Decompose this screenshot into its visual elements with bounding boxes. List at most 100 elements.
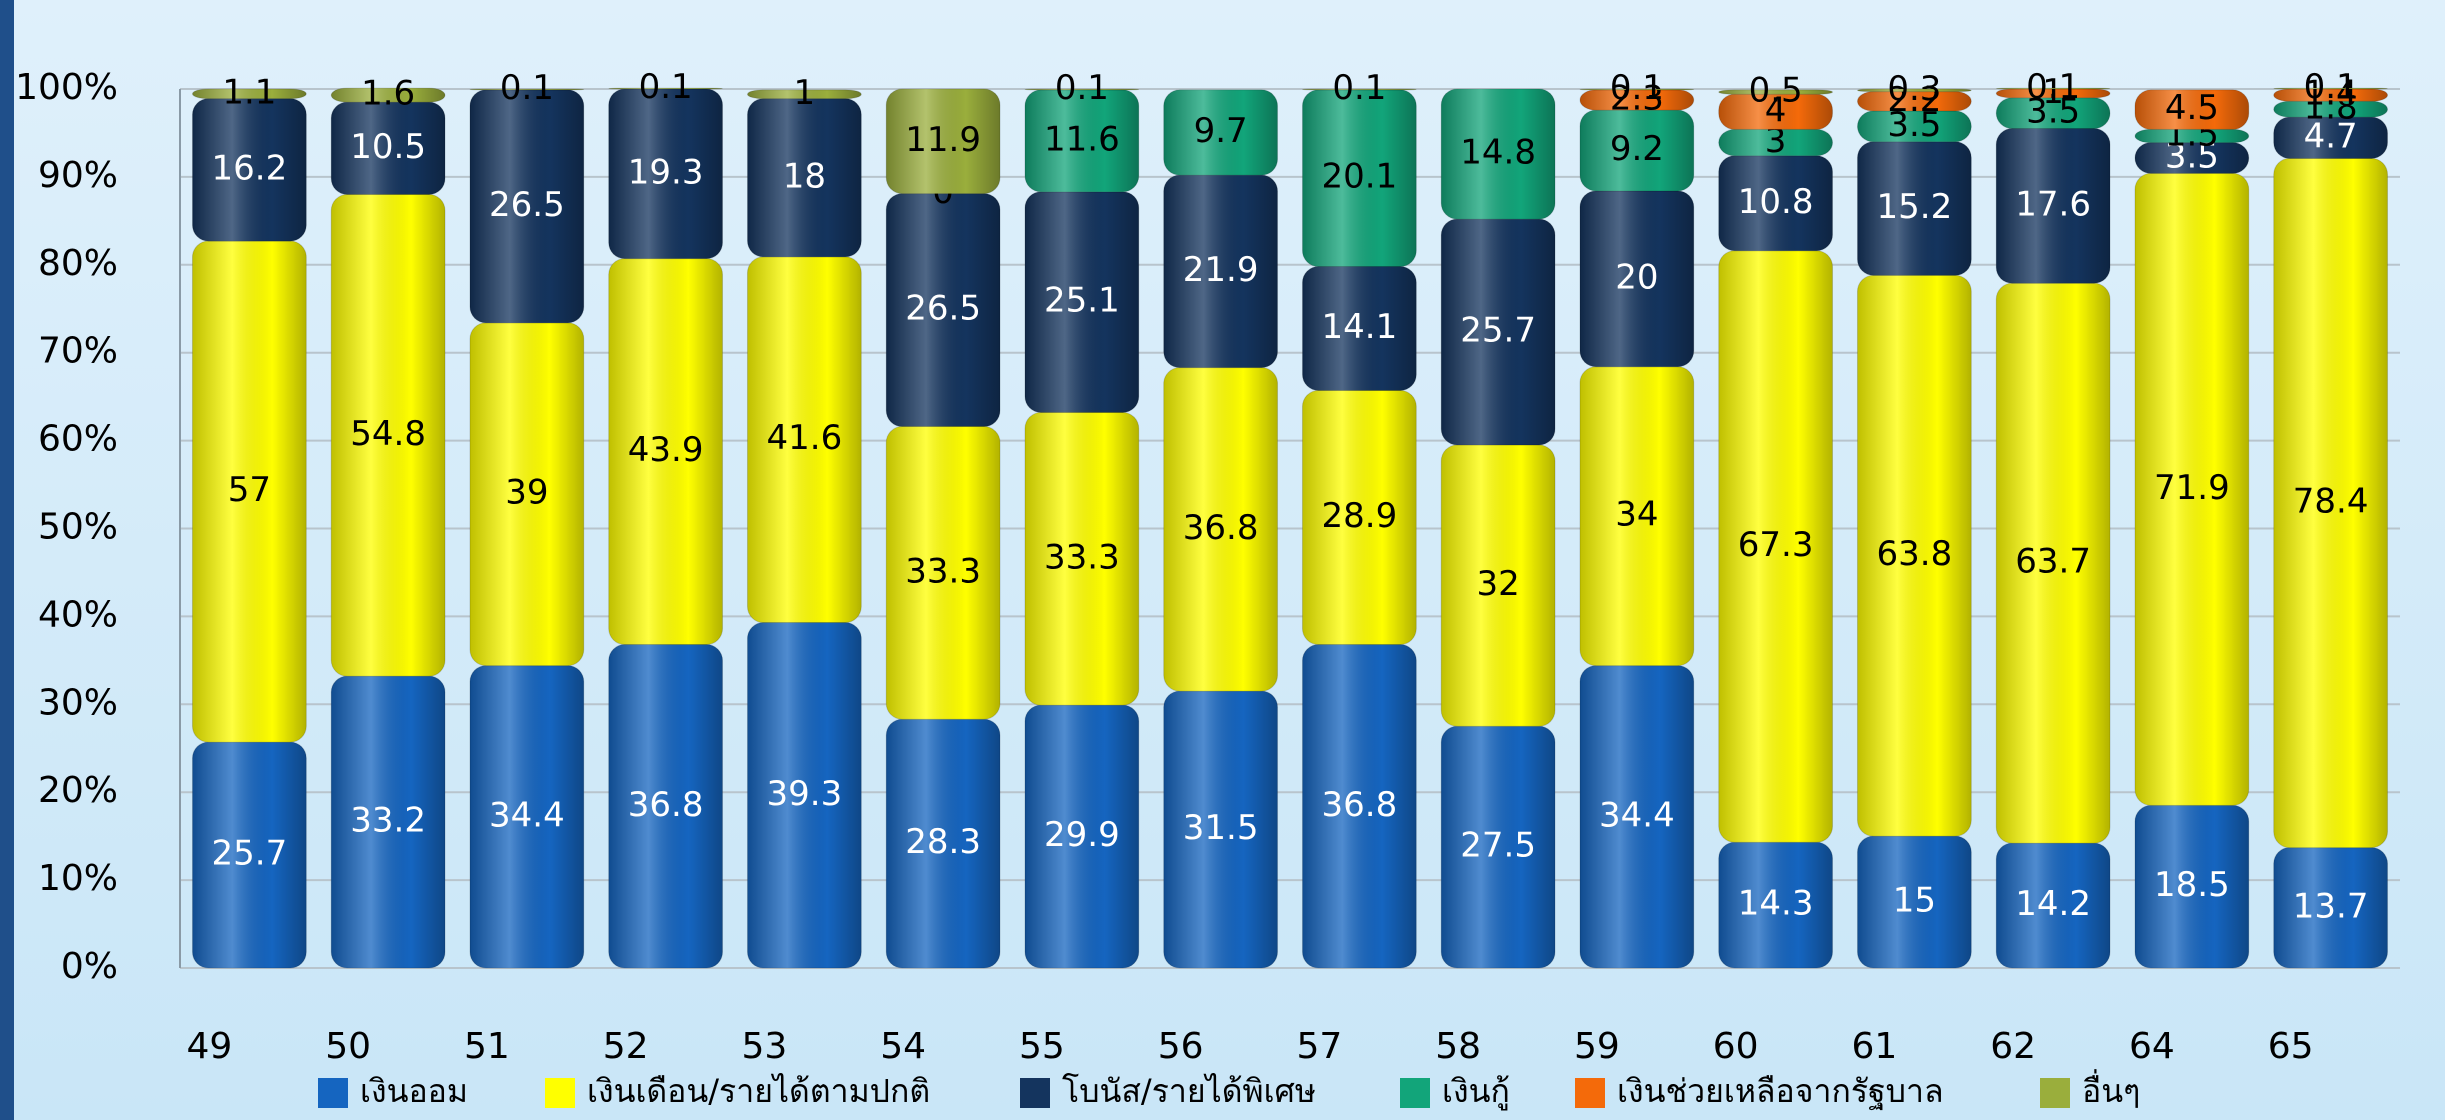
bar-shade xyxy=(1302,266,1417,391)
data-label: 26.5 xyxy=(905,289,981,329)
data-label: 34.4 xyxy=(489,795,565,835)
bar-shade xyxy=(1163,367,1278,692)
bar-shade xyxy=(1441,444,1556,727)
x-tick-label: 58 xyxy=(1435,1026,1481,1067)
data-label: 25.7 xyxy=(1460,311,1536,351)
data-label: 3.5 xyxy=(1887,105,1941,145)
y-tick-label: 90% xyxy=(38,155,118,196)
bar-shade xyxy=(1441,219,1556,445)
data-label: 28.3 xyxy=(905,822,981,862)
bar-shade xyxy=(1718,250,1833,843)
legend-swatch xyxy=(1020,1078,1050,1108)
y-tick-label: 30% xyxy=(38,682,118,723)
data-label: 14.2 xyxy=(2015,884,2091,924)
bar-shade xyxy=(1718,89,1833,95)
bar-shade xyxy=(469,89,584,323)
bar-shade xyxy=(1441,89,1556,220)
data-label: 63.8 xyxy=(1877,534,1953,574)
data-label: 1.4 xyxy=(2304,74,2358,114)
y-tick-label: 50% xyxy=(38,507,118,548)
data-label: 39 xyxy=(505,473,548,513)
y-tick-label: 80% xyxy=(38,243,118,284)
bar-shade xyxy=(1024,191,1139,413)
data-label: 1.6 xyxy=(361,74,415,114)
bar-shade xyxy=(2273,101,2388,118)
data-label: 27.5 xyxy=(1460,826,1536,866)
data-label: 18 xyxy=(783,156,826,196)
data-label: 33.3 xyxy=(905,551,981,591)
bar-shade xyxy=(1024,89,1139,192)
bar-shade xyxy=(886,426,1001,720)
data-label: 17.6 xyxy=(2015,184,2091,224)
bar-shade xyxy=(1857,89,1972,92)
bar-shade xyxy=(2134,129,2249,143)
data-label: 3.5 xyxy=(2165,137,2219,177)
bar-shade xyxy=(1996,283,2111,844)
bar-shade xyxy=(1996,843,2111,968)
bar-shade xyxy=(2273,847,2388,968)
bar-shade xyxy=(1718,155,1833,251)
data-label: 41.6 xyxy=(767,418,843,458)
bar-shade xyxy=(747,622,862,968)
bar-shade xyxy=(1857,141,1972,276)
x-tick-label: 53 xyxy=(741,1026,787,1067)
data-label: 20 xyxy=(1615,257,1658,297)
bar-shade xyxy=(1024,89,1139,90)
data-label: 36.8 xyxy=(628,785,704,825)
bar-shade xyxy=(1163,89,1278,176)
data-label: 10.5 xyxy=(350,127,426,167)
data-label: 2.3 xyxy=(1610,78,1664,118)
bar-shade xyxy=(192,89,307,99)
bar-shade xyxy=(1024,705,1139,968)
data-label: 9.7 xyxy=(1194,111,1248,151)
legend-label: เงินกู้ xyxy=(1442,1072,1510,1111)
data-label: 34 xyxy=(1615,495,1658,535)
bar-shade xyxy=(469,89,584,90)
x-tick-label: 55 xyxy=(1019,1026,1065,1067)
bar-shade xyxy=(747,256,862,623)
data-label: 14.1 xyxy=(1322,307,1398,347)
data-label: 0.1 xyxy=(1055,68,1109,108)
bar-shade xyxy=(2273,89,2388,102)
data-label: 16.2 xyxy=(212,148,288,188)
data-label: 1.1 xyxy=(222,72,276,112)
data-label: 0.1 xyxy=(639,67,693,107)
x-tick-label: 64 xyxy=(2129,1026,2175,1067)
data-label: 10.8 xyxy=(1738,182,1814,222)
bar-shade xyxy=(1857,836,1972,968)
legend-label: โบนัส/รายได้พิเศษ xyxy=(1062,1072,1316,1110)
data-label: 0.1 xyxy=(500,68,554,108)
bar-shade xyxy=(331,88,446,103)
data-label: 4.7 xyxy=(2304,116,2358,156)
bar-shade xyxy=(886,89,1001,194)
data-label: 4 xyxy=(1765,90,1787,130)
bar-shade xyxy=(331,194,446,677)
bar-shade xyxy=(886,719,1001,968)
data-label: 11.9 xyxy=(905,120,981,160)
bar-shade xyxy=(2134,173,2249,806)
bar-shade xyxy=(1718,94,1833,130)
data-label: 9.2 xyxy=(1610,129,1664,169)
bar-shade xyxy=(1579,665,1694,968)
bar-shade xyxy=(1441,726,1556,968)
data-label: 3 xyxy=(1765,121,1787,161)
legend-swatch xyxy=(2040,1078,2070,1108)
data-label: 13.7 xyxy=(2293,886,2369,926)
bar-shade xyxy=(2134,89,2249,130)
bar-shade xyxy=(1996,128,2111,284)
x-tick-label: 57 xyxy=(1296,1026,1342,1067)
bar-shade xyxy=(1579,89,1694,90)
bar-shade xyxy=(192,98,307,242)
y-tick-label: 70% xyxy=(38,331,118,372)
y-tick-label: 60% xyxy=(38,419,118,460)
data-label: 36.8 xyxy=(1183,508,1259,548)
bar-shade xyxy=(1302,89,1417,267)
data-label: 1 xyxy=(794,73,816,113)
side-strip xyxy=(0,0,14,1120)
bar-shade xyxy=(1996,97,2111,129)
legend-label: เงินเดือน/รายได้ตามปกติ xyxy=(587,1072,930,1110)
bar-shade xyxy=(747,89,862,99)
bar-shade xyxy=(1857,110,1972,142)
legend-label: เงินช่วยเหลือจากรัฐบาล xyxy=(1617,1072,1944,1111)
data-label: 34.4 xyxy=(1599,795,1675,835)
